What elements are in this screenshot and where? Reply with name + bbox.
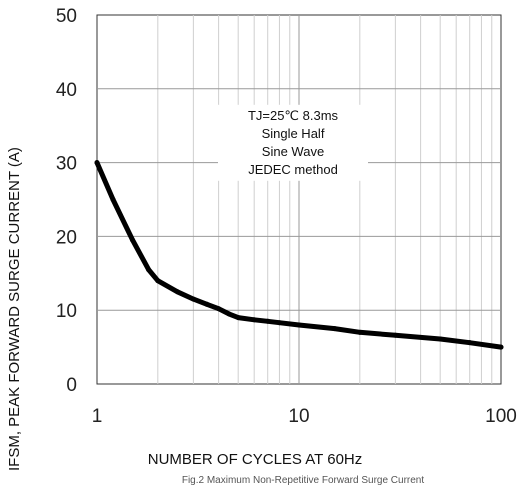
y-tick-label: 20 bbox=[56, 227, 77, 248]
series-point bbox=[296, 322, 302, 328]
x-tick-label: 10 bbox=[288, 406, 309, 427]
series-point bbox=[174, 289, 180, 295]
series-layer bbox=[94, 160, 504, 350]
y-tick-label: 40 bbox=[56, 80, 77, 101]
x-tick-labels: 1 10 100 bbox=[92, 406, 517, 427]
y-tick-label: 50 bbox=[56, 6, 77, 27]
grid bbox=[97, 15, 501, 384]
y-tick-label: 10 bbox=[56, 301, 77, 322]
series-point bbox=[155, 278, 161, 284]
x-axis-label: NUMBER OF CYCLES AT 60Hz bbox=[148, 451, 363, 468]
x-tick-label: 100 bbox=[485, 406, 517, 427]
y-axis-label: IFSM, PEAK FORWARD SURGE CURRENT (A) bbox=[6, 147, 23, 471]
series-point bbox=[392, 332, 398, 338]
series-point bbox=[467, 340, 473, 346]
series-point bbox=[226, 311, 232, 317]
series-point bbox=[235, 315, 241, 321]
series-point bbox=[146, 267, 152, 273]
annotation-line: JEDEC method bbox=[248, 162, 338, 177]
series-point bbox=[110, 197, 116, 202]
series-point bbox=[204, 301, 210, 307]
series-point bbox=[437, 336, 443, 342]
series-point bbox=[357, 329, 363, 335]
y-tick-label: 0 bbox=[66, 375, 77, 396]
series-point bbox=[94, 160, 100, 166]
series-point bbox=[216, 306, 222, 312]
series-point bbox=[251, 317, 257, 323]
y-tick-labels: 0 10 20 30 40 50 bbox=[56, 6, 77, 396]
annotation-line: TJ=25℃ 8.3ms bbox=[248, 108, 339, 123]
series-point bbox=[276, 320, 282, 326]
series-point bbox=[332, 326, 338, 332]
figure-caption: Fig.2 Maximum Non-Repetitive Forward Sur… bbox=[182, 475, 425, 486]
series-point bbox=[265, 318, 271, 324]
series-point bbox=[498, 344, 504, 350]
series-point bbox=[130, 237, 136, 243]
x-tick-label: 1 bbox=[92, 406, 103, 427]
annotation-line: Single Half bbox=[262, 126, 325, 141]
series-point bbox=[190, 296, 196, 302]
annotation-box: TJ=25℃ 8.3ms Single Half Sine Wave JEDEC me… bbox=[218, 104, 368, 181]
annotation-line: Sine Wave bbox=[262, 144, 324, 159]
annotation-background bbox=[218, 104, 368, 181]
y-tick-label: 30 bbox=[56, 154, 77, 175]
